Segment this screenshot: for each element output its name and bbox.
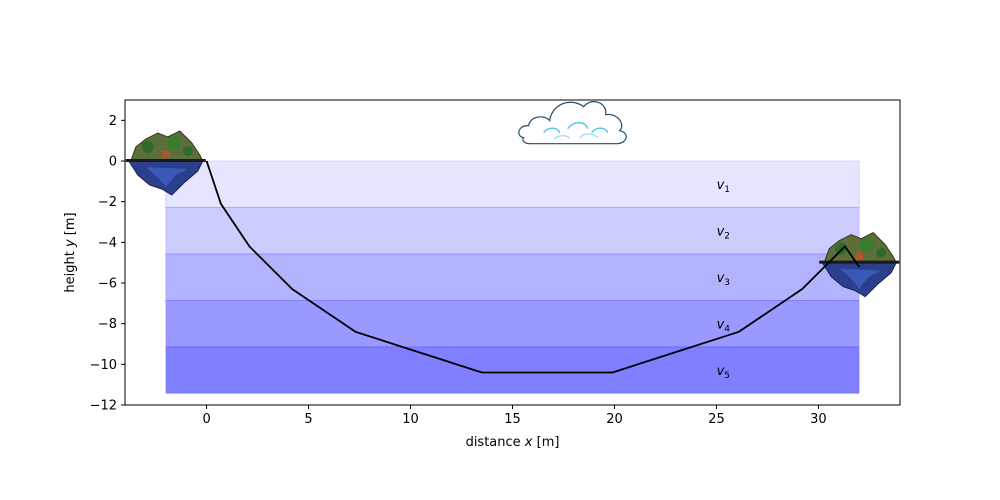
trajectory-line [205,160,860,374]
layer-4-label: v4 [717,318,731,335]
x-tick-label: 5 [304,412,312,427]
layer-4-band [165,299,860,348]
layer-1-label: v1 [717,178,730,195]
y-tick-label: −10 [90,358,117,373]
y-tick-label: 2 [109,114,117,129]
layer-5-label: v5 [717,364,730,381]
x-axis-ticks: 0 5 10 15 20 25 30 [202,405,827,427]
x-tick-label: 20 [606,412,623,427]
y-tick-label: −4 [98,236,117,251]
layer-5-band [165,346,860,394]
y-axis-label: height y [m] [63,212,78,292]
layer-2-label: v2 [717,225,730,242]
velocity-layers: v1 v2 v3 v4 v5 [165,160,860,394]
x-tick-label: 10 [402,412,419,427]
trajectory [205,160,860,374]
decorations [125,101,900,298]
cloud-icon [518,101,627,145]
y-tick-label: −2 [98,195,117,210]
y-tick-label: −8 [98,317,117,332]
x-tick-label: 30 [810,412,827,427]
y-tick-label: 0 [109,155,117,170]
layer-2-band [165,206,860,255]
x-axis-label: distance x [m] [466,435,560,450]
layer-3-label: v3 [717,271,730,288]
x-tick-label: 15 [504,412,521,427]
start-island-icon [125,130,206,196]
layer-3-band [165,253,860,301]
y-tick-label: −6 [98,277,117,292]
y-tick-label: −12 [90,399,117,414]
x-tick-label: 0 [202,412,210,427]
x-tick-label: 25 [708,412,725,427]
end-island-icon [819,232,900,298]
y-axis-ticks: 2 0 −2 −4 −6 −8 −10 −12 [90,114,125,414]
layer-1-band [165,160,860,208]
